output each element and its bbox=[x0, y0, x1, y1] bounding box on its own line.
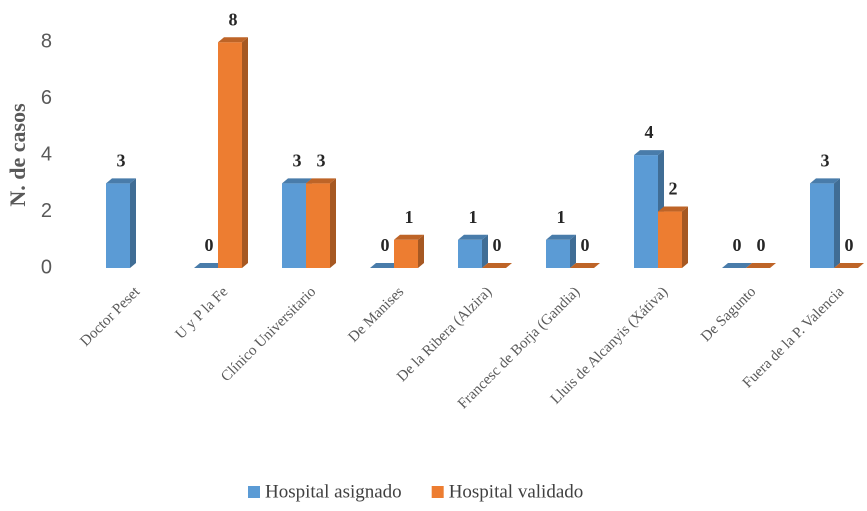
data-label: 0 bbox=[581, 235, 590, 255]
bar-top bbox=[394, 234, 424, 240]
bar-front bbox=[282, 183, 306, 268]
bar-front bbox=[546, 239, 570, 268]
bar-top bbox=[546, 234, 576, 240]
data-label: 3 bbox=[117, 150, 126, 170]
y-tick-label: 8 bbox=[41, 31, 52, 53]
x-tick-label: Clínico Universitario bbox=[218, 284, 319, 385]
bar-top bbox=[658, 206, 688, 212]
bar-top bbox=[810, 178, 840, 184]
y-axis-label: N. de casos bbox=[5, 103, 30, 207]
bar-front bbox=[106, 183, 130, 268]
legend-swatch bbox=[248, 486, 260, 498]
bar-side bbox=[330, 178, 336, 268]
bar bbox=[834, 263, 864, 268]
bar-top bbox=[482, 263, 512, 268]
bar-side bbox=[418, 234, 424, 268]
data-label: 0 bbox=[733, 235, 742, 255]
bar bbox=[658, 206, 688, 268]
bar bbox=[570, 263, 600, 268]
bar-front bbox=[810, 183, 834, 268]
data-label: 0 bbox=[381, 235, 390, 255]
bar-top bbox=[634, 150, 664, 156]
bar-front bbox=[458, 239, 482, 268]
bar-side bbox=[130, 178, 136, 268]
bar bbox=[722, 263, 752, 268]
legend-label: Hospital validado bbox=[449, 481, 584, 502]
data-label: 2 bbox=[669, 179, 678, 199]
data-label: 0 bbox=[757, 235, 766, 255]
x-tick-label: Fuera de la P. Valencia bbox=[740, 284, 848, 392]
bar bbox=[106, 178, 136, 268]
bar bbox=[306, 178, 336, 268]
y-tick-label: 0 bbox=[41, 256, 52, 278]
bar-top bbox=[370, 263, 400, 268]
bar-side bbox=[242, 37, 248, 268]
bar-front bbox=[306, 183, 330, 268]
data-label: 1 bbox=[405, 207, 414, 227]
data-label: 1 bbox=[469, 207, 478, 227]
data-label: 3 bbox=[293, 150, 302, 170]
bar-top bbox=[106, 178, 136, 184]
bar-side bbox=[482, 234, 488, 268]
bar-front bbox=[634, 155, 658, 268]
bar-top bbox=[570, 263, 600, 268]
x-tick-label: De Sagunto bbox=[698, 284, 759, 345]
x-tick-label: De Manises bbox=[346, 284, 408, 346]
bar bbox=[546, 234, 576, 268]
bar bbox=[370, 263, 400, 268]
bar-top bbox=[218, 37, 248, 43]
data-label: 1 bbox=[557, 207, 566, 227]
bar-side bbox=[682, 206, 688, 268]
bar-front bbox=[658, 211, 682, 268]
bar-top bbox=[458, 234, 488, 240]
y-tick-label: 4 bbox=[41, 143, 52, 165]
data-label: 3 bbox=[317, 150, 326, 170]
bar-top bbox=[194, 263, 224, 268]
bar bbox=[482, 263, 512, 268]
data-label: 3 bbox=[821, 150, 830, 170]
bar-front bbox=[218, 42, 242, 268]
data-label: 0 bbox=[845, 235, 854, 255]
bar-top bbox=[722, 263, 752, 268]
legend-swatch bbox=[431, 486, 444, 498]
bar-top bbox=[306, 178, 336, 184]
bar-side bbox=[570, 234, 576, 268]
bar bbox=[394, 234, 424, 268]
x-tick-label: U y P la Fe bbox=[173, 284, 232, 343]
bar-front bbox=[394, 239, 418, 268]
x-tick-label: Doctor Peset bbox=[77, 283, 143, 349]
bar-top bbox=[282, 178, 312, 184]
data-label: 0 bbox=[205, 235, 214, 255]
bar bbox=[218, 37, 248, 268]
bar bbox=[194, 263, 224, 268]
data-label: 0 bbox=[493, 235, 502, 255]
y-tick-label: 2 bbox=[41, 200, 52, 222]
data-label: 4 bbox=[645, 122, 654, 142]
data-label: 8 bbox=[229, 9, 238, 29]
bar bbox=[746, 263, 776, 268]
bar-top bbox=[746, 263, 776, 268]
x-tick-label: De la Ribera (Alzira) bbox=[394, 284, 495, 385]
bar bbox=[810, 178, 840, 268]
bar bbox=[458, 234, 488, 268]
bar-side bbox=[834, 178, 840, 268]
legend-label: Hospital asignado bbox=[265, 481, 402, 502]
y-tick-label: 6 bbox=[41, 87, 52, 109]
bar-top bbox=[834, 263, 864, 268]
